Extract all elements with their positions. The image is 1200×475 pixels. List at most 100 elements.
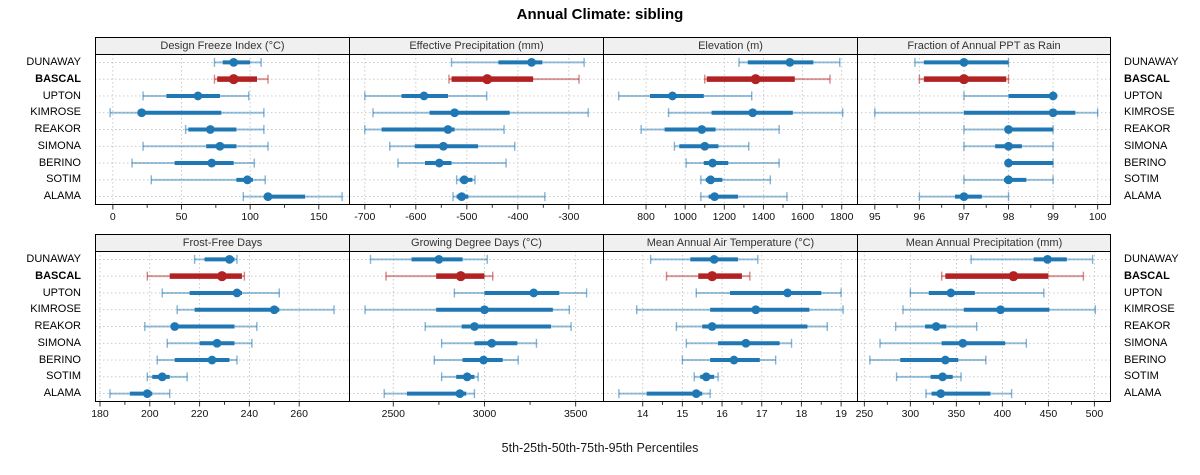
median-dot (946, 288, 956, 298)
median-dot (707, 271, 718, 282)
median-dot (741, 338, 751, 348)
panel-header: Frost-Free Days (95, 234, 349, 251)
site-label-berino: BERINO (38, 156, 81, 169)
site-series-upton (364, 91, 488, 101)
median-dot (269, 305, 279, 315)
svg-text:150: 150 (310, 211, 328, 223)
svg-text:260: 260 (290, 408, 308, 420)
svg-text:400: 400 (994, 408, 1012, 420)
site-series-reakor (894, 322, 978, 331)
site-label-berino: BERINO (1124, 156, 1167, 169)
median-dot (701, 372, 711, 382)
median-dot (263, 192, 273, 202)
site-series-dunaway (914, 57, 1010, 67)
median-dot (419, 91, 429, 101)
site-series-bascal (213, 74, 269, 85)
panel-3: Fraction of Annual PPT as Rain 95 96 97 98 99… (857, 37, 1111, 223)
site-series-kimrose (109, 108, 265, 118)
median-dot (527, 57, 536, 67)
panel-plot: 250 300 350 400 450 500 (856, 251, 1111, 420)
median-dot (938, 372, 947, 382)
site-label-alama: ALAMA (1124, 387, 1162, 400)
site-series-alama (109, 389, 171, 399)
site-label-kimrose: KIMROSE (1124, 106, 1175, 119)
median-dot (462, 372, 472, 382)
site-series-simona (685, 338, 793, 348)
site-label-simona: SIMONA (1124, 336, 1168, 349)
median-dot (958, 74, 969, 85)
site-label-berino: BERINO (38, 353, 81, 366)
site-series-kimrose (364, 305, 570, 315)
site-series-upton (617, 91, 753, 101)
site-series-simona (166, 338, 253, 348)
site-labels-left-top: DUNAWAY BASCAL UPTON KIMROSE REAKOR SIMONA BER… (0, 54, 88, 205)
site-series-upton (161, 288, 280, 298)
panel-header: Elevation (m) (603, 37, 857, 54)
site-label-bascal: BASCAL (35, 72, 81, 85)
site-label-kimrose: KIMROSE (1124, 303, 1175, 316)
site-series-upton (695, 288, 842, 298)
panel-plot: 95 96 97 98 99 100 (857, 54, 1111, 223)
median-dot (205, 125, 215, 134)
site-series-kimrose (902, 305, 1097, 315)
site-label-sotim: SOTIM (46, 173, 81, 186)
site-label-upton: UPTON (1124, 286, 1163, 299)
median-dot (1004, 175, 1013, 185)
median-dot (1004, 141, 1013, 151)
site-series-sotim (146, 372, 188, 382)
median-dot (212, 338, 222, 348)
site-label-bascal: BASCAL (1124, 72, 1170, 85)
median-dot (487, 338, 497, 348)
site-label-reakor: REAKOR (1124, 123, 1171, 136)
site-label-reakor: REAKOR (34, 123, 81, 136)
svg-text:50: 50 (176, 211, 188, 223)
svg-text:16: 16 (716, 408, 728, 420)
site-series-dunaway (369, 254, 488, 264)
median-dot (697, 125, 707, 134)
median-dot (157, 372, 167, 382)
site-label-dunaway: DUNAWAY (26, 253, 81, 265)
site-labels-left-bottom: DUNAWAY BASCAL UPTON KIMROSE REAKOR SIMONA BER… (0, 251, 88, 402)
median-dot (959, 192, 969, 202)
svg-text:-600: -600 (405, 211, 426, 223)
site-label-simona: SIMONA (1124, 139, 1168, 152)
median-dot (225, 254, 234, 264)
median-dot (480, 305, 489, 315)
median-dot (217, 271, 227, 282)
site-series-alama (383, 389, 476, 399)
site-label-alama: ALAMA (43, 190, 81, 203)
site-label-dunaway: DUNAWAY (1124, 56, 1179, 68)
median-dot (529, 288, 539, 298)
panel-0: Design Freeze Index (°C) 0 50 100 150 (95, 37, 349, 223)
median-dot (137, 108, 147, 118)
svg-text:18: 18 (796, 408, 808, 420)
svg-text:96: 96 (914, 211, 926, 223)
svg-text:350: 350 (948, 408, 966, 420)
svg-text:180: 180 (91, 408, 109, 420)
median-dot (232, 288, 242, 298)
site-series-simona (440, 338, 538, 348)
site-labels-right-top: DUNAWAY BASCAL UPTON KIMROSE REAKOR SIMONA BER… (1117, 54, 1200, 205)
site-series-upton (142, 91, 250, 101)
median-dot (243, 175, 252, 185)
site-series-reakor (640, 125, 780, 134)
site-label-sotim: SOTIM (1124, 173, 1159, 186)
site-series-kimrose (176, 305, 335, 315)
median-dot (207, 158, 217, 168)
median-dot (229, 57, 239, 67)
svg-text:220: 220 (191, 408, 209, 420)
site-series-kimrose (372, 108, 589, 118)
svg-text:800: 800 (637, 211, 655, 223)
site-series-simona (389, 141, 516, 151)
panel-header: Fraction of Annual PPT as Rain (857, 37, 1111, 54)
svg-text:95: 95 (869, 211, 881, 223)
svg-text:-500: -500 (456, 211, 477, 223)
site-label-bascal: BASCAL (35, 269, 81, 282)
svg-text:98: 98 (1003, 211, 1015, 223)
site-series-bascal (704, 74, 831, 85)
site-label-alama: ALAMA (1124, 190, 1162, 203)
site-series-bascal (146, 271, 246, 282)
site-series-upton (963, 91, 1058, 101)
panel-plot: 800 1000 1200 1400 1600 1800 (603, 54, 857, 223)
